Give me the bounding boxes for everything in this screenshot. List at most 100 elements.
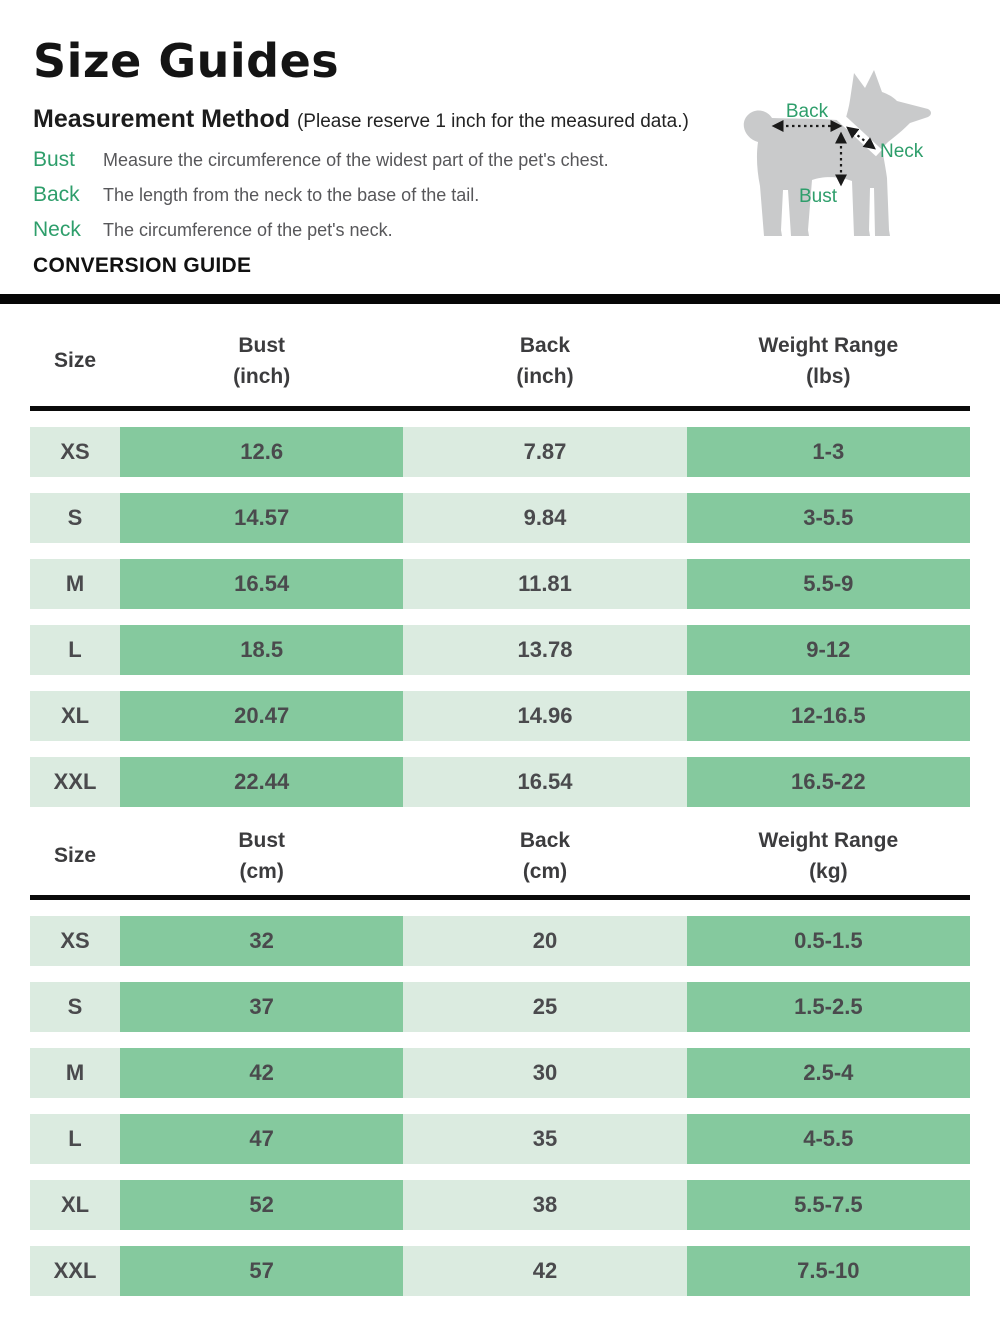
value-cell: 9-12 <box>686 624 970 675</box>
value-cell: 16.5-22 <box>686 756 970 807</box>
value-cell: 38 <box>403 1179 687 1230</box>
table-row: S 14.57 9.84 3-5.5 <box>30 492 970 543</box>
dog-measurement-diagram: Back Neck Bust <box>743 70 931 236</box>
term-row-back: Back The length from the neck to the bas… <box>33 183 1000 207</box>
table-header-inch: Size Bust (inch) Back (inch) Weight Rang… <box>30 304 970 406</box>
value-cell: 25 <box>403 981 687 1032</box>
term-bust-label: Bust <box>33 147 76 171</box>
value-cell: 14.96 <box>403 690 687 741</box>
header-underline <box>30 894 970 900</box>
header-label: Back <box>519 828 571 852</box>
size-table-cm: Size Bust (cm) Back (cm) Weight Range (k… <box>30 807 970 1296</box>
diagram-bust-label: Bust <box>799 186 838 207</box>
table-row: XS 32 20 0.5-1.5 <box>30 915 970 966</box>
value-cell: 52 <box>120 1179 404 1230</box>
value-cell: 47 <box>120 1113 404 1164</box>
value-cell: 1-3 <box>686 426 970 477</box>
diagram-back-label: Back <box>786 101 829 122</box>
section-divider-bar <box>0 293 1000 304</box>
value-cell: 7.5-10 <box>686 1245 970 1296</box>
size-label-cell: XS <box>30 426 120 477</box>
size-label-cell: XXL <box>30 756 120 807</box>
column-header-bust: Bust (inch) <box>120 330 403 392</box>
table-body-cm: XS 32 20 0.5-1.5 S 37 25 1.5-2.5 M 42 30 2.5-4 L 47 35… <box>30 915 970 1296</box>
value-cell: 42 <box>120 1047 404 1098</box>
table-row: L 47 35 4-5.5 <box>30 1113 970 1164</box>
term-back-label: Back <box>33 182 80 206</box>
size-label-cell: XL <box>30 1179 120 1230</box>
term-neck-description: The circumference of the pet's neck. <box>103 219 393 240</box>
size-label-cell: XXL <box>30 1245 120 1296</box>
size-label-cell: M <box>30 1047 120 1098</box>
header-unit: (inch) <box>233 364 291 388</box>
size-label-cell: L <box>30 1113 120 1164</box>
column-header-back: Back (inch) <box>403 330 686 392</box>
header-label: Size <box>53 349 97 373</box>
term-bust-description: Measure the circumference of the widest … <box>103 149 609 170</box>
size-table-inch: Size Bust (inch) Back (inch) Weight Rang… <box>30 304 970 807</box>
table-row: M 42 30 2.5-4 <box>30 1047 970 1098</box>
page-title: Size Guides <box>33 34 340 88</box>
value-cell: 35 <box>403 1113 687 1164</box>
size-label-cell: M <box>30 558 120 609</box>
term-row-neck: Neck The circumference of the pet's neck… <box>33 218 1000 242</box>
value-cell: 42 <box>403 1245 687 1296</box>
measurement-method-note: (Please reserve 1 inch for the measured … <box>296 110 689 132</box>
value-cell: 1.5-2.5 <box>686 981 970 1032</box>
value-cell: 11.81 <box>403 558 687 609</box>
header-unit: (lbs) <box>806 364 851 388</box>
value-cell: 16.54 <box>403 756 687 807</box>
size-label-cell: S <box>30 492 120 543</box>
value-cell: 57 <box>120 1245 404 1296</box>
table-body-inch: XS 12.6 7.87 1-3 S 14.57 9.84 3-5.5 M 16.54 11.81 5… <box>30 426 970 807</box>
table-row: XL 20.47 14.96 12-16.5 <box>30 690 970 741</box>
column-header-size: Size <box>30 840 120 871</box>
table-row: XXL 22.44 16.54 16.5-22 <box>30 756 970 807</box>
value-cell: 12-16.5 <box>686 690 970 741</box>
table-row: XXL 57 42 7.5-10 <box>30 1245 970 1296</box>
value-cell: 20.47 <box>120 690 404 741</box>
term-neck-label: Neck <box>33 217 81 241</box>
page-header: Size Guides Measurement Method (Please re… <box>0 0 1000 278</box>
column-header-weight: Weight Range (lbs) <box>687 330 970 392</box>
header-label: Weight Range <box>758 828 899 852</box>
header-unit: (inch) <box>516 364 574 388</box>
value-cell: 7.87 <box>403 426 687 477</box>
column-header-size: Size <box>30 345 120 376</box>
value-cell: 3-5.5 <box>686 492 970 543</box>
table-row: M 16.54 11.81 5.5-9 <box>30 558 970 609</box>
column-header-back: Back (cm) <box>403 825 686 887</box>
table-row: XL 52 38 5.5-7.5 <box>30 1179 970 1230</box>
conversion-guide-heading: CONVERSION GUIDE <box>33 253 252 277</box>
measurement-method-line: Measurement Method (Please reserve 1 inch… <box>33 105 1000 134</box>
size-label-cell: L <box>30 624 120 675</box>
measurement-method-heading: Measurement Method <box>33 104 290 133</box>
table-row: L 18.5 13.78 9-12 <box>30 624 970 675</box>
header-label: Bust <box>238 828 285 852</box>
value-cell: 20 <box>403 915 687 966</box>
header-unit: (cm) <box>522 859 568 883</box>
value-cell: 22.44 <box>120 756 404 807</box>
value-cell: 30 <box>403 1047 687 1098</box>
header-label: Weight Range <box>758 333 899 357</box>
term-back-description: The length from the neck to the base of … <box>103 184 480 205</box>
header-label: Bust <box>238 333 285 357</box>
diagram-neck-label: Neck <box>880 141 924 162</box>
header-underline <box>30 405 970 411</box>
value-cell: 0.5-1.5 <box>686 915 970 966</box>
value-cell: 2.5-4 <box>686 1047 970 1098</box>
header-label: Size <box>53 844 97 868</box>
header-unit: (cm) <box>239 859 284 883</box>
value-cell: 32 <box>120 915 404 966</box>
value-cell: 37 <box>120 981 404 1032</box>
column-header-bust: Bust (cm) <box>120 825 403 887</box>
value-cell: 5.5-7.5 <box>686 1179 970 1230</box>
header-label: Back <box>519 333 571 357</box>
value-cell: 12.6 <box>120 426 404 477</box>
value-cell: 14.57 <box>120 492 404 543</box>
table-row: XS 12.6 7.87 1-3 <box>30 426 970 477</box>
size-label-cell: XS <box>30 915 120 966</box>
value-cell: 9.84 <box>403 492 687 543</box>
value-cell: 5.5-9 <box>686 558 970 609</box>
value-cell: 18.5 <box>120 624 404 675</box>
